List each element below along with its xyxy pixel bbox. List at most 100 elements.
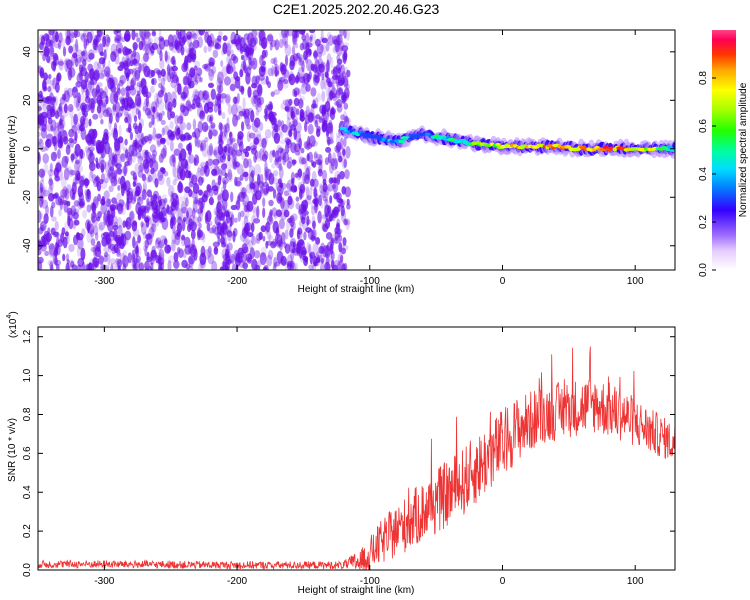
noise-blob xyxy=(138,122,143,134)
noise-blob xyxy=(45,232,52,242)
noise-blob xyxy=(111,152,116,165)
noise-blob xyxy=(332,181,339,193)
noise-blob xyxy=(309,186,313,199)
noise-blob xyxy=(321,106,326,117)
spectrogram-y-ticks: -40 -20 0 20 40 xyxy=(22,46,675,253)
spectrogram-x-ticks: -300 -200 -100 0 100 xyxy=(94,30,644,287)
noise-blob xyxy=(333,39,339,45)
noise-blob xyxy=(114,144,121,156)
noise-blob xyxy=(232,114,238,127)
noise-blob xyxy=(186,211,189,219)
colorbar-tick-label: 0.8 xyxy=(698,71,709,85)
noise-blob xyxy=(300,30,305,35)
noise-blob xyxy=(265,75,269,86)
noise-blob xyxy=(218,122,223,131)
noise-blob xyxy=(273,256,278,269)
noise-blob xyxy=(310,87,317,97)
noise-blob xyxy=(185,216,190,225)
noise-blob xyxy=(84,177,89,189)
noise-blob xyxy=(331,74,339,80)
noise-blob xyxy=(293,127,298,140)
noise-blob xyxy=(50,205,54,218)
noise-blob xyxy=(172,179,177,186)
noise-blob xyxy=(245,253,253,262)
noise-blob xyxy=(342,94,348,103)
noise-blob xyxy=(191,238,195,252)
snr-x-label: Height of straight line (km) xyxy=(298,585,415,596)
noise-blob xyxy=(95,175,99,188)
noise-blob xyxy=(205,210,212,223)
noise-blob xyxy=(70,115,78,129)
noise-blob xyxy=(157,241,162,252)
noise-blob xyxy=(236,115,241,121)
noise-blob xyxy=(262,235,266,242)
noise-blob xyxy=(284,229,289,240)
noise-blob xyxy=(53,247,59,258)
noise-blob xyxy=(160,85,164,95)
noise-blob xyxy=(134,163,141,174)
noise-blob xyxy=(263,187,268,195)
noise-blob xyxy=(246,124,252,130)
noise-blob xyxy=(324,157,330,166)
noise-blob xyxy=(222,218,229,230)
noise-blob xyxy=(144,238,149,249)
noise-blob xyxy=(239,69,244,78)
noise-blob xyxy=(169,140,174,152)
noise-blob xyxy=(48,101,55,112)
noise-blob xyxy=(134,66,141,80)
noise-blob xyxy=(67,103,74,113)
noise-blob xyxy=(206,185,213,194)
noise-blob xyxy=(71,181,77,195)
noise-blob xyxy=(213,206,220,217)
noise-blob xyxy=(297,168,303,178)
noise-blob xyxy=(58,58,64,71)
noise-blob xyxy=(303,72,310,85)
noise-blob xyxy=(73,200,80,207)
noise-blob xyxy=(180,201,187,214)
noise-blob xyxy=(197,164,204,173)
noise-blob xyxy=(50,42,54,55)
noise-blob xyxy=(231,61,236,73)
noise-blob xyxy=(43,115,48,128)
noise-blob xyxy=(259,252,267,266)
noise-blob xyxy=(102,102,107,113)
noise-blob xyxy=(293,87,300,96)
noise-blob xyxy=(258,65,266,77)
noise-blob xyxy=(223,145,228,153)
noise-blob xyxy=(335,88,343,96)
noise-blob xyxy=(274,150,280,163)
noise-blob xyxy=(59,118,63,126)
noise-blob xyxy=(243,158,249,169)
noise-blob xyxy=(76,165,84,173)
noise-blob xyxy=(279,148,287,160)
noise-blob xyxy=(219,80,224,87)
noise-blob xyxy=(104,34,111,47)
noise-blob xyxy=(170,57,175,65)
noise-blob xyxy=(222,253,229,261)
noise-blob xyxy=(77,124,83,132)
noise-blob xyxy=(269,209,273,217)
noise-blob xyxy=(210,88,216,101)
noise-blob xyxy=(216,231,221,239)
noise-blob xyxy=(313,152,318,159)
noise-blob xyxy=(188,153,195,164)
noise-blob xyxy=(230,53,237,62)
noise-blob xyxy=(221,168,227,176)
noise-blob xyxy=(122,60,129,70)
noise-blob xyxy=(144,43,151,55)
noise-blob xyxy=(291,159,297,165)
noise-blob xyxy=(323,261,329,270)
noise-blob xyxy=(248,142,256,152)
noise-blob xyxy=(244,151,250,158)
noise-blob xyxy=(90,211,98,223)
noise-blob xyxy=(255,238,261,244)
noise-blob xyxy=(307,123,314,135)
noise-blob xyxy=(232,159,238,170)
noise-blob xyxy=(337,79,344,86)
noise-blob xyxy=(250,95,257,105)
noise-blob xyxy=(229,216,233,228)
noise-blob xyxy=(301,210,309,216)
noise-blob xyxy=(52,96,57,103)
noise-blob xyxy=(191,131,197,138)
noise-blob xyxy=(292,32,298,45)
